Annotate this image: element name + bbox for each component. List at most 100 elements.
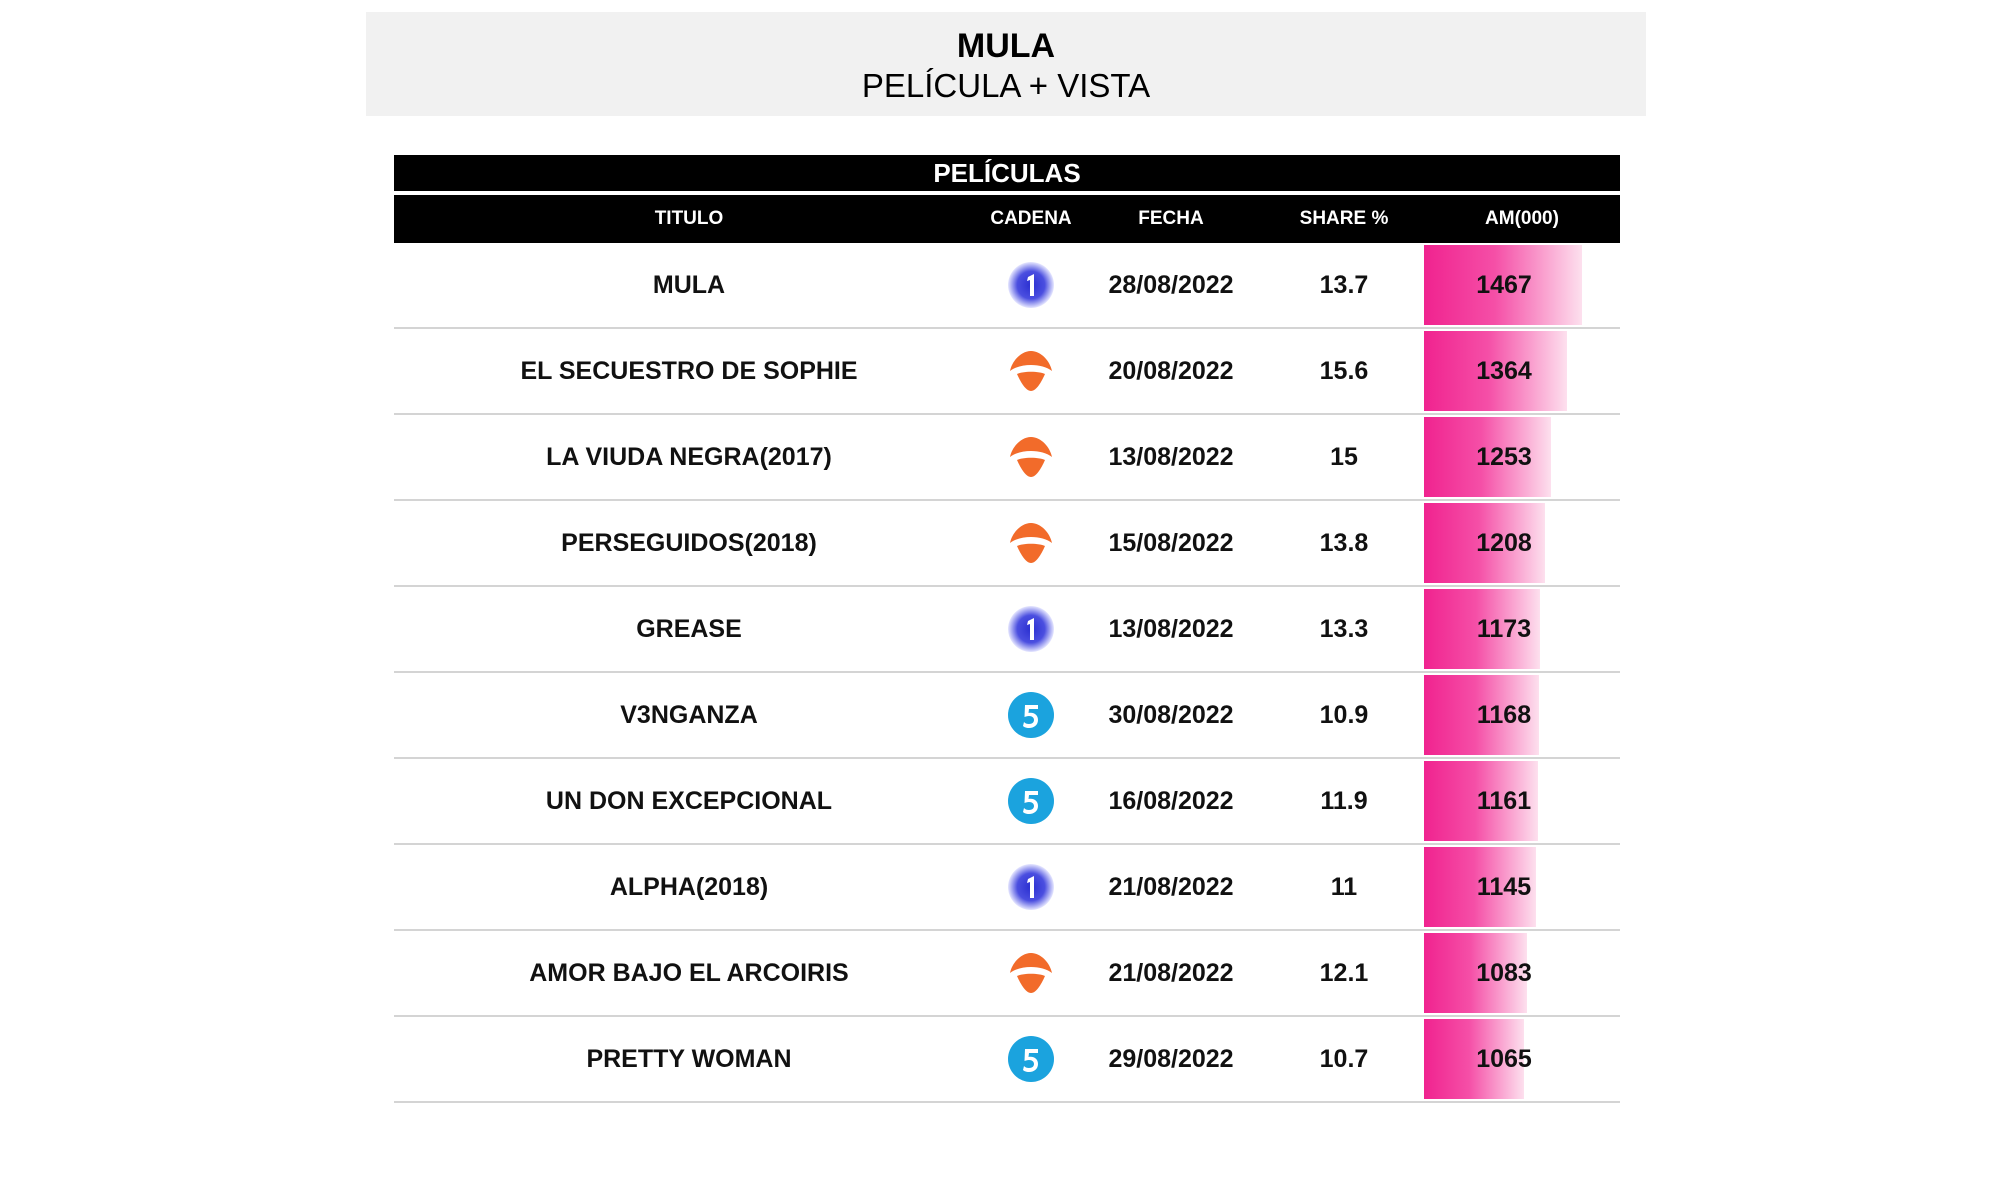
row-am-cell: 1208: [1424, 503, 1620, 583]
antena3-icon: [1010, 437, 1052, 477]
row-date: 13/08/2022: [1108, 443, 1234, 471]
row-am-cell: 1145: [1424, 847, 1620, 927]
am-bar: [1424, 675, 1539, 755]
row-date: 20/08/2022: [1108, 357, 1234, 385]
am-value: 1173: [1476, 615, 1532, 643]
page-title: MULA: [956, 27, 1056, 65]
am-value: 1161: [1476, 787, 1532, 815]
antena3-icon: [1010, 351, 1052, 391]
row-share: 15.6: [1319, 357, 1369, 385]
row-title: GREASE: [636, 615, 742, 643]
row-am-cell: 1168: [1424, 675, 1620, 755]
row-am-cell: 1364: [1424, 331, 1620, 411]
row-channel: [984, 243, 1078, 327]
am-value: 1145: [1476, 873, 1532, 901]
row-am-cell: 1083: [1424, 933, 1620, 1013]
row-share: 12.1: [1319, 959, 1369, 987]
table-row: GREASE 13/08/2022 13.3 1173: [394, 587, 1620, 673]
row-title: ALPHA(2018): [609, 873, 769, 901]
row-share: 11: [1330, 873, 1358, 901]
telecinco-icon: [1008, 778, 1054, 824]
table-row: V3NGANZA 30/08/2022 10.9 1168: [394, 673, 1620, 759]
la1-icon: [1008, 864, 1054, 910]
row-date: 21/08/2022: [1108, 873, 1234, 901]
row-share: 15: [1330, 443, 1358, 471]
row-date: 15/08/2022: [1108, 529, 1234, 557]
am-bar: [1424, 761, 1538, 841]
row-date: 29/08/2022: [1108, 1045, 1234, 1073]
row-share: 13.7: [1319, 271, 1369, 299]
column-header-share: SHARE %: [1299, 208, 1389, 229]
row-share: 13.8: [1319, 529, 1369, 557]
row-date: 16/08/2022: [1108, 787, 1234, 815]
am-bar: [1424, 847, 1536, 927]
row-title: MULA: [652, 271, 726, 299]
row-title: UN DON EXCEPCIONAL: [545, 787, 833, 815]
am-bar: [1424, 245, 1582, 325]
ratings-table: PELÍCULAS TITULO CADENA FECHA SHARE % AM…: [394, 155, 1620, 1103]
table-row: EL SECUESTRO DE SOPHIE 20/08/2022 15.6 1364: [394, 329, 1620, 415]
am-bar: [1424, 417, 1552, 497]
am-value: 1467: [1476, 271, 1532, 299]
la1-icon: [1008, 606, 1054, 652]
row-title: AMOR BAJO EL ARCOIRIS: [529, 959, 849, 987]
table-row: PERSEGUIDOS(2018) 15/08/2022 13.8 1208: [394, 501, 1620, 587]
table-row: MULA 28/08/2022 13.7 1467: [394, 243, 1620, 329]
row-channel: [984, 931, 1078, 1015]
row-am-cell: 1161: [1424, 761, 1620, 841]
row-am-cell: 1253: [1424, 417, 1620, 497]
am-bar: [1424, 1019, 1524, 1099]
row-date: 13/08/2022: [1108, 615, 1234, 643]
section-title: PELÍCULAS: [394, 155, 1620, 191]
am-bar: [1424, 933, 1527, 1013]
antena3-icon: [1010, 523, 1052, 563]
column-header-fecha: FECHA: [1138, 208, 1204, 229]
header-panel: MULA PELÍCULA + VISTA: [366, 12, 1646, 116]
table-row: LA VIUDA NEGRA(2017) 13/08/2022 15 1253: [394, 415, 1620, 501]
row-am-cell: 1173: [1424, 589, 1620, 669]
row-am-cell: 1467: [1424, 245, 1620, 325]
row-share: 10.7: [1319, 1045, 1369, 1073]
row-title: V3NGANZA: [620, 701, 758, 729]
column-header-cadena: CADENA: [990, 208, 1072, 229]
row-channel: [984, 759, 1078, 843]
row-channel: [984, 329, 1078, 413]
la1-icon: [1008, 262, 1054, 308]
am-value: 1083: [1476, 959, 1532, 987]
row-title: LA VIUDA NEGRA(2017): [546, 443, 832, 471]
am-value: 1208: [1476, 529, 1532, 557]
table-row: UN DON EXCEPCIONAL 16/08/2022 11.9 1161: [394, 759, 1620, 845]
row-share: 11.9: [1320, 787, 1368, 815]
row-date: 30/08/2022: [1108, 701, 1234, 729]
row-title: PERSEGUIDOS(2018): [561, 529, 817, 557]
row-channel: [984, 587, 1078, 671]
column-header-titulo: TITULO: [654, 208, 724, 229]
am-value: 1364: [1476, 357, 1532, 385]
row-date: 21/08/2022: [1108, 959, 1234, 987]
row-am-cell: 1065: [1424, 1019, 1620, 1099]
row-channel: [984, 501, 1078, 585]
antena3-icon: [1010, 953, 1052, 993]
am-value: 1253: [1476, 443, 1532, 471]
column-header-am: AM(000): [1485, 208, 1559, 229]
row-share: 10.9: [1319, 701, 1369, 729]
row-channel: [984, 673, 1078, 757]
page-subtitle: PELÍCULA + VISTA: [861, 67, 1151, 104]
table-row: ALPHA(2018) 21/08/2022 11 1145: [394, 845, 1620, 931]
row-channel: [984, 415, 1078, 499]
row-channel: [984, 845, 1078, 929]
row-channel: [984, 1017, 1078, 1101]
am-bar: [1424, 503, 1545, 583]
telecinco-icon: [1008, 1036, 1054, 1082]
row-title: PRETTY WOMAN: [586, 1045, 792, 1073]
am-bar: [1424, 331, 1568, 411]
column-header-row: TITULO CADENA FECHA SHARE % AM(000): [394, 195, 1620, 243]
am-value: 1065: [1476, 1045, 1532, 1073]
telecinco-icon: [1008, 692, 1054, 738]
table-body: MULA 28/08/2022 13.7 1467 EL SECUESTRO DE SO…: [394, 243, 1620, 1103]
row-date: 28/08/2022: [1108, 271, 1234, 299]
table-row: AMOR BAJO EL ARCOIRIS 21/08/2022 12.1 1083: [394, 931, 1620, 1017]
am-bar: [1424, 589, 1540, 669]
row-share: 13.3: [1319, 615, 1369, 643]
row-title: EL SECUESTRO DE SOPHIE: [520, 357, 858, 385]
